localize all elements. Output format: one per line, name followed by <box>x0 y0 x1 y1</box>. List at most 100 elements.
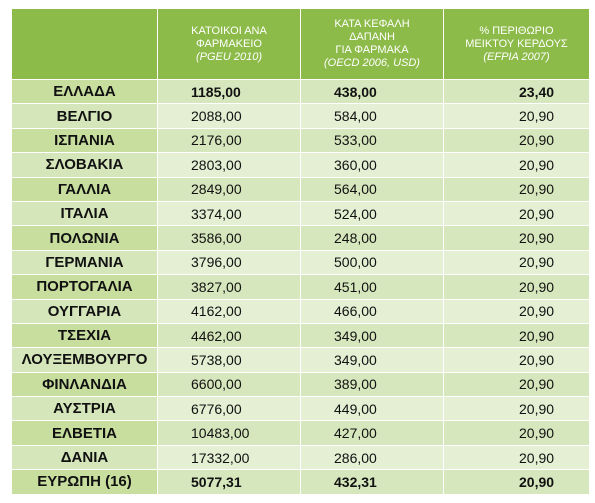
table-row: ΛΟΥΞΕΜΒΟΥΡΓΟ 5738,00 349,00 20,90 <box>11 347 590 373</box>
spend-cell: 451,00 <box>300 274 444 300</box>
residents-cell: 5738,00 <box>157 347 301 373</box>
margin-cell: 20,90 <box>443 396 590 422</box>
header-line: ΔΑΠΑΝΗ <box>349 31 395 43</box>
margin-cell: 20,90 <box>443 127 590 154</box>
country-cell: ΣΛΟΒΑΚΙΑ <box>11 152 158 178</box>
margin-cell: 20,90 <box>443 152 590 178</box>
spend-cell: 584,00 <box>300 103 444 129</box>
residents-cell: 5077,31 <box>157 469 301 495</box>
margin-cell: 20,90 <box>443 200 590 227</box>
country-cell: ΓΕΡΜΑΝΙΑ <box>11 249 158 276</box>
spend-cell: 286,00 <box>300 444 444 471</box>
spend-cell: 349,00 <box>300 322 444 349</box>
country-cell: ΕΛΛΑΔΑ <box>11 78 158 105</box>
table-row: ΠΟΡΤΟΓΑΛΙΑ 3827,00 451,00 20,90 <box>11 274 590 300</box>
table-row: ΕΛΛΑΔΑ 1185,00 438,00 23,40 <box>11 78 590 105</box>
table-row-total: ΕΥΡΩΠΗ (16) 5077,31 432,31 20,90 <box>11 469 590 495</box>
spend-cell: 349,00 <box>300 347 444 373</box>
table-row: ΓΕΡΜΑΝΙΑ 3796,00 500,00 20,90 <box>11 249 590 276</box>
margin-cell: 20,90 <box>443 444 590 471</box>
country-cell: ΤΣΕΧΙΑ <box>11 322 158 349</box>
country-cell: ΕΛΒΕΤΙΑ <box>11 420 158 446</box>
residents-cell: 6776,00 <box>157 396 301 422</box>
spend-cell: 248,00 <box>300 225 444 251</box>
spend-cell: 389,00 <box>300 371 444 398</box>
header-line: ΚΑΤΑ ΚΕΦΑΛΗ <box>334 18 410 30</box>
residents-cell: 3374,00 <box>157 200 301 227</box>
country-cell: ΑΥΣΤΡΙΑ <box>11 396 158 422</box>
residents-cell: 3586,00 <box>157 225 301 251</box>
margin-cell: 20,90 <box>443 225 590 251</box>
margin-cell: 20,90 <box>443 249 590 276</box>
margin-cell: 20,90 <box>443 322 590 349</box>
residents-cell: 17332,00 <box>157 444 301 471</box>
table-row: ΙΤΑΛΙΑ 3374,00 524,00 20,90 <box>11 200 590 227</box>
residents-cell: 2088,00 <box>157 103 301 129</box>
margin-cell: 20,90 <box>443 103 590 129</box>
table-row: ΣΛΟΒΑΚΙΑ 2803,00 360,00 20,90 <box>11 152 590 178</box>
header-line: % ΠΕΡΙΘΩΡΙΟ <box>479 24 554 37</box>
header-line: ΦΑΡΜΑΚΕΙΟ <box>196 37 262 50</box>
country-cell: ΓΑΛΛΙΑ <box>11 176 158 202</box>
table-row: ΤΣΕΧΙΑ 4462,00 349,00 20,90 <box>11 322 590 349</box>
residents-cell: 2803,00 <box>157 152 301 178</box>
table-row: ΑΥΣΤΡΙΑ 6776,00 449,00 20,90 <box>11 396 590 422</box>
country-cell: ΙΣΠΑΝΙΑ <box>11 127 158 154</box>
header-source: (EFPIA 2007) <box>483 50 550 63</box>
country-cell: ΕΥΡΩΠΗ (16) <box>11 469 158 495</box>
table-row: ΓΑΛΛΙΑ 2849,00 564,00 20,90 <box>11 176 590 202</box>
header-source: (PGEU 2010) <box>195 50 263 63</box>
table-container: ΚΑΤΟΙΚΟΙ ΑΝΑ ΦΑΡΜΑΚΕΙΟ (PGEU 2010) ΚΑΤΑ … <box>11 8 590 495</box>
header-line: ΓΙΑ ΦΑΡΜΑΚΑ <box>335 44 409 56</box>
spend-cell: 427,00 <box>300 420 444 446</box>
margin-cell: 20,90 <box>443 347 590 373</box>
table-row: ΟΥΓΓΑΡΙΑ 4162,00 466,00 20,90 <box>11 298 590 324</box>
table-row: ΔΑΝΙΑ 17332,00 286,00 20,90 <box>11 444 590 471</box>
spend-cell: 524,00 <box>300 200 444 227</box>
residents-cell: 1185,00 <box>157 78 301 105</box>
table-row: ΠΟΛΩΝΙΑ 3586,00 248,00 20,90 <box>11 225 590 251</box>
header-gross-margin: % ΠΕΡΙΘΩΡΙΟ ΜΕΙΚΤΟΥ ΚΕΡΔΟΥΣ (EFPIA 2007) <box>443 8 590 80</box>
header-residents-per-pharmacy: ΚΑΤΟΙΚΟΙ ΑΝΑ ΦΑΡΜΑΚΕΙΟ (PGEU 2010) <box>157 8 301 80</box>
residents-cell: 2176,00 <box>157 127 301 154</box>
header-source: (OECD 2006, USD) <box>324 57 420 69</box>
table-row: ΙΣΠΑΝΙΑ 2176,00 533,00 20,90 <box>11 127 590 154</box>
margin-cell: 20,90 <box>443 420 590 446</box>
margin-cell: 20,90 <box>443 176 590 202</box>
spend-cell: 432,31 <box>300 469 444 495</box>
country-cell: ΦΙΝΛΑΝΔΙΑ <box>11 371 158 398</box>
margin-cell: 20,90 <box>443 298 590 324</box>
spend-cell: 360,00 <box>300 152 444 178</box>
residents-cell: 4162,00 <box>157 298 301 324</box>
header-line: ΜΕΙΚΤΟΥ ΚΕΡΔΟΥΣ <box>465 37 568 50</box>
table-row: ΕΛΒΕΤΙΑ 10483,00 427,00 20,90 <box>11 420 590 446</box>
spend-cell: 466,00 <box>300 298 444 324</box>
spend-cell: 564,00 <box>300 176 444 202</box>
table-row: ΦΙΝΛΑΝΔΙΑ 6600,00 389,00 20,90 <box>11 371 590 398</box>
margin-cell: 20,90 <box>443 371 590 398</box>
spend-cell: 438,00 <box>300 78 444 105</box>
country-cell: ΠΟΛΩΝΙΑ <box>11 225 158 251</box>
header-row: ΚΑΤΟΙΚΟΙ ΑΝΑ ΦΑΡΜΑΚΕΙΟ (PGEU 2010) ΚΑΤΑ … <box>11 8 590 80</box>
country-cell: ΙΤΑΛΙΑ <box>11 200 158 227</box>
pharmacy-comparison-table: ΚΑΤΟΙΚΟΙ ΑΝΑ ΦΑΡΜΑΚΕΙΟ (PGEU 2010) ΚΑΤΑ … <box>11 8 590 495</box>
header-line: ΚΑΤΟΙΚΟΙ ΑΝΑ <box>191 24 267 37</box>
residents-cell: 4462,00 <box>157 322 301 349</box>
spend-cell: 449,00 <box>300 396 444 422</box>
country-cell: ΛΟΥΞΕΜΒΟΥΡΓΟ <box>11 347 158 373</box>
table-row: ΒΕΛΓΙΟ 2088,00 584,00 20,90 <box>11 103 590 129</box>
country-cell: ΒΕΛΓΙΟ <box>11 103 158 129</box>
margin-cell: 20,90 <box>443 469 590 495</box>
country-cell: ΠΟΡΤΟΓΑΛΙΑ <box>11 274 158 300</box>
header-corner <box>11 8 158 80</box>
spend-cell: 533,00 <box>300 127 444 154</box>
spend-cell: 500,00 <box>300 249 444 276</box>
residents-cell: 10483,00 <box>157 420 301 446</box>
header-per-capita-spend: ΚΑΤΑ ΚΕΦΑΛΗ ΔΑΠΑΝΗ ΓΙΑ ΦΑΡΜΑΚΑ (OECD 200… <box>300 8 444 80</box>
residents-cell: 2849,00 <box>157 176 301 202</box>
residents-cell: 6600,00 <box>157 371 301 398</box>
country-cell: ΔΑΝΙΑ <box>11 444 158 471</box>
margin-cell: 23,40 <box>443 78 590 105</box>
country-cell: ΟΥΓΓΑΡΙΑ <box>11 298 158 324</box>
residents-cell: 3827,00 <box>157 274 301 300</box>
